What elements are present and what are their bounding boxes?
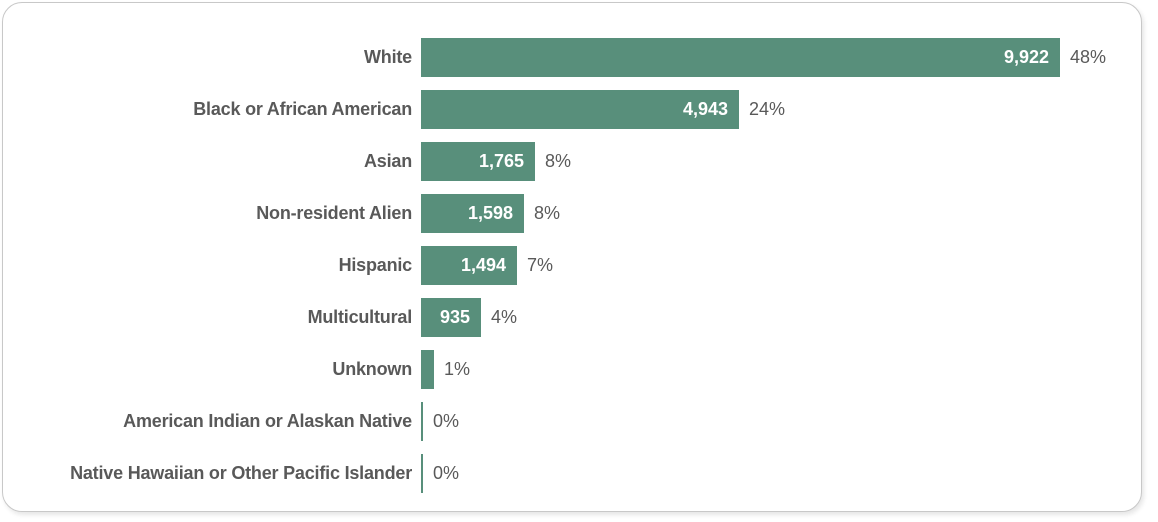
bar[interactable]: 9,922 [421,37,1060,77]
bar-value-label: 4,943 [682,98,728,119]
category-label: White [364,46,412,67]
percent-label: 0% [433,462,460,483]
category-label: Native Hawaiian or Other Pacific Islande… [70,462,412,483]
bar-area: 1,494 7% [421,245,554,285]
bar[interactable] [421,453,423,493]
bar[interactable]: 1,494 [421,245,517,285]
bar-row: Native Hawaiian or Other Pacific Islande… [0,447,1158,499]
percent-label: 8% [534,202,561,223]
bar-area: 1,765 8% [421,141,572,181]
category-label: Multicultural [307,306,413,327]
category-label: American Indian or Alaskan Native [123,410,412,431]
bar-row: Black or African American 4,943 24% [0,83,1158,135]
bar-area: 9,922 48% [421,37,1107,77]
bar-area: 4,943 24% [421,89,786,129]
category-label: Unknown [332,358,412,379]
bar-area: 1,598 8% [421,193,561,233]
percent-label: 4% [491,306,518,327]
bar-value-label: 1,765 [478,150,524,171]
bar-area: 935 4% [421,297,518,337]
bar-value-label: 1,494 [460,254,506,275]
percent-label: 7% [527,254,554,275]
bar[interactable]: 4,943 [421,89,739,129]
category-label: Asian [363,150,412,171]
bar[interactable] [421,349,434,389]
category-label: Non-resident Alien [256,202,412,223]
bar-row: Non-resident Alien 1,598 8% [0,187,1158,239]
bar-area: 0% [421,453,460,493]
percent-label: 0% [433,410,460,431]
percent-label: 8% [545,150,572,171]
bar-row: American Indian or Alaskan Native 0% [0,395,1158,447]
bar-value-label: 1,598 [467,202,513,223]
percent-label: 1% [444,358,471,379]
category-label: Black or African American [193,98,412,119]
chart-card [2,2,1142,512]
bar-area: 0% [421,401,460,441]
bar-chart: White 9,922 48% Black or African American 4,… [0,31,1158,499]
bar-value-label: 935 [439,306,470,327]
bar[interactable]: 1,765 [421,141,535,181]
bar-row: Asian 1,765 8% [0,135,1158,187]
bar-row: White 9,922 48% [0,31,1158,83]
bar-row: Multicultural 935 4% [0,291,1158,343]
bar-row: Unknown 1% [0,343,1158,395]
percent-label: 24% [749,98,786,119]
category-label: Hispanic [338,254,413,275]
bar[interactable]: 1,598 [421,193,524,233]
bar[interactable] [421,401,423,441]
bar-value-label: 9,922 [1003,46,1049,67]
bar-area: 1% [421,349,471,389]
bar[interactable]: 935 [421,297,481,337]
percent-label: 48% [1070,46,1107,67]
bar-row: Hispanic 1,494 7% [0,239,1158,291]
